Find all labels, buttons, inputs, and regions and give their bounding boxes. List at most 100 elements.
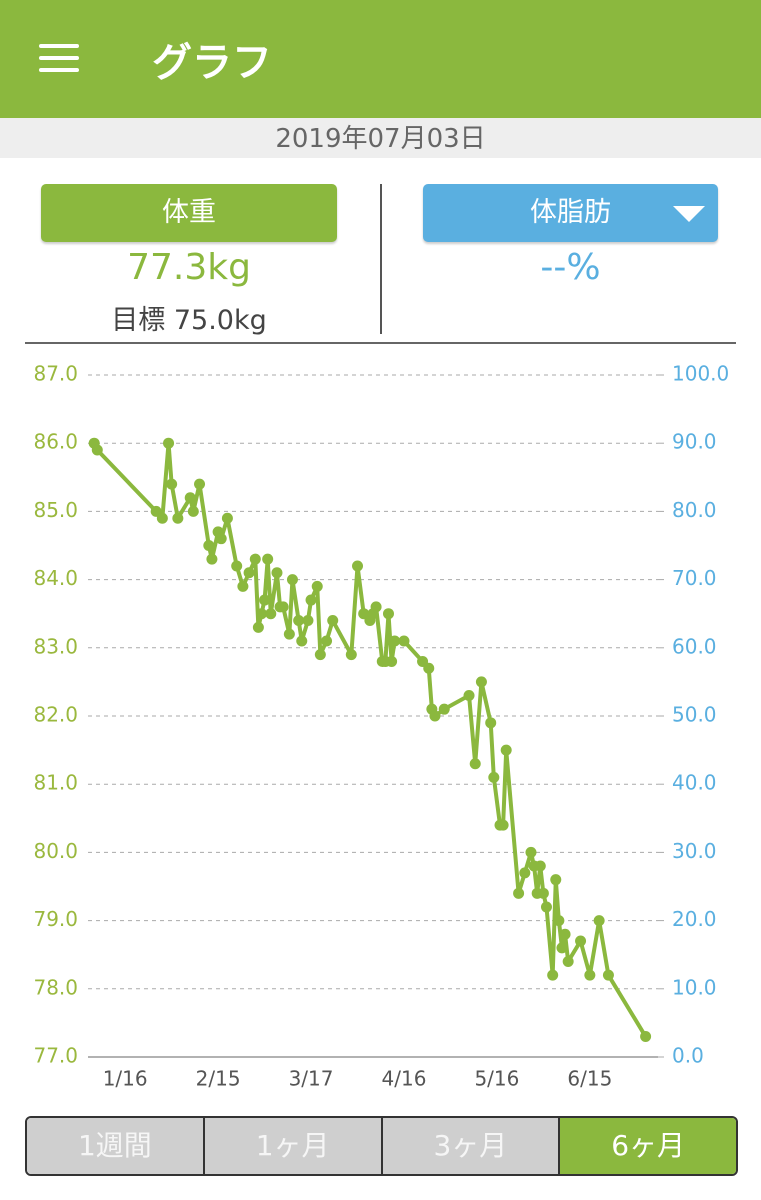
y2-tick-label: 40.0	[672, 771, 717, 795]
data-point	[296, 635, 308, 647]
data-point	[547, 969, 559, 981]
y-tick-label: 79.0	[33, 907, 78, 931]
data-point	[534, 860, 546, 872]
data-point	[184, 492, 196, 504]
data-point	[187, 505, 199, 517]
data-point	[314, 649, 326, 661]
data-point	[265, 608, 277, 620]
data-point	[259, 594, 271, 606]
y2-tick-label: 50.0	[672, 703, 717, 727]
y-tick-label: 87.0	[33, 362, 78, 386]
period-tab[interactable]: 1週間	[27, 1118, 203, 1174]
body-fat-button-label: 体脂肪	[530, 197, 611, 228]
data-point	[345, 649, 357, 661]
y2-tick-label: 20.0	[672, 907, 717, 931]
data-point	[540, 901, 552, 913]
data-point	[497, 819, 509, 831]
data-point	[602, 969, 614, 981]
data-point	[262, 553, 274, 565]
data-point	[463, 690, 475, 702]
y2-tick-label: 100.0	[672, 362, 729, 386]
data-point	[277, 601, 289, 613]
data-point	[163, 437, 175, 449]
data-point	[305, 594, 317, 606]
y2-tick-label: 10.0	[672, 975, 717, 999]
data-point	[311, 580, 323, 592]
data-point	[302, 615, 314, 627]
data-point	[249, 553, 261, 565]
dropdown-arrow	[673, 206, 705, 222]
data-point	[386, 655, 398, 667]
data-point	[485, 717, 497, 729]
data-point	[429, 710, 441, 722]
y-tick-label: 77.0	[33, 1044, 78, 1068]
data-point	[91, 444, 103, 456]
data-point	[556, 942, 568, 954]
data-point	[293, 615, 305, 627]
data-point	[537, 887, 549, 899]
data-point	[593, 915, 605, 927]
data-point	[215, 533, 227, 545]
y2-tick-label: 30.0	[672, 839, 717, 863]
y2-tick-label: 70.0	[672, 566, 717, 590]
data-point	[553, 915, 565, 927]
data-point	[352, 560, 364, 572]
menu-button[interactable]	[39, 44, 79, 72]
y-tick-label: 84.0	[33, 566, 78, 590]
data-point	[500, 744, 512, 756]
data-point	[327, 615, 339, 627]
period-tabs: 1週間 1ヶ月 3ヶ月 6ヶ月	[25, 1116, 738, 1176]
app-bar: グラフ	[0, 0, 761, 118]
y2-tick-label: 90.0	[672, 430, 717, 454]
data-point	[575, 935, 587, 947]
data-point	[286, 574, 298, 586]
data-point	[525, 846, 537, 858]
data-point	[584, 969, 596, 981]
data-point	[475, 676, 487, 688]
data-point	[156, 512, 168, 524]
y2-tick-label: 60.0	[672, 634, 717, 658]
data-point	[166, 478, 178, 490]
y-tick-label: 85.0	[33, 498, 78, 522]
x-tick-label: 4/16	[382, 1067, 427, 1091]
weight-button[interactable]: 体重	[41, 184, 337, 242]
weight-goal: 目標 75.0kg	[111, 305, 267, 336]
x-tick-label: 6/15	[567, 1067, 612, 1091]
y2-tick-label: 80.0	[672, 498, 717, 522]
data-point	[382, 608, 394, 620]
x-tick-label: 1/16	[103, 1067, 148, 1091]
divider	[25, 342, 736, 344]
data-point	[206, 553, 218, 565]
data-point	[398, 635, 410, 647]
data-point	[221, 512, 233, 524]
period-tab[interactable]: 3ヶ月	[380, 1118, 559, 1174]
date-label: 2019年07月03日	[0, 118, 761, 158]
y-tick-label: 80.0	[33, 839, 78, 863]
divider	[380, 184, 382, 334]
data-point	[203, 540, 215, 551]
data-point	[513, 887, 525, 899]
chart: 77.0 78.0 79.0 80.0 81.0 82.0 83.0 84.0 85.0 86.0…	[33, 362, 729, 1091]
y-tick-label: 78.0	[33, 975, 78, 999]
period-tab[interactable]: 6ヶ月	[558, 1118, 736, 1174]
data-point	[283, 628, 295, 640]
data-point	[231, 560, 243, 572]
data-point	[519, 867, 531, 879]
y-tick-label: 82.0	[33, 703, 78, 727]
data-point	[370, 601, 382, 613]
data-point	[550, 874, 562, 886]
body-fat-dropdown[interactable]: 体脂肪	[423, 184, 718, 242]
data-point	[438, 703, 450, 715]
data-point	[559, 928, 571, 940]
data-point	[271, 567, 283, 579]
data-point	[194, 478, 206, 490]
body-fat-value: --%	[540, 247, 601, 288]
period-tab[interactable]: 1ヶ月	[202, 1118, 381, 1174]
data-point	[562, 956, 574, 968]
data-point	[423, 662, 435, 674]
data-point	[640, 1031, 652, 1043]
weight-button-label: 体重	[162, 197, 216, 228]
x-tick-label: 5/16	[474, 1067, 519, 1091]
y2-tick-label: 0.0	[672, 1044, 704, 1068]
